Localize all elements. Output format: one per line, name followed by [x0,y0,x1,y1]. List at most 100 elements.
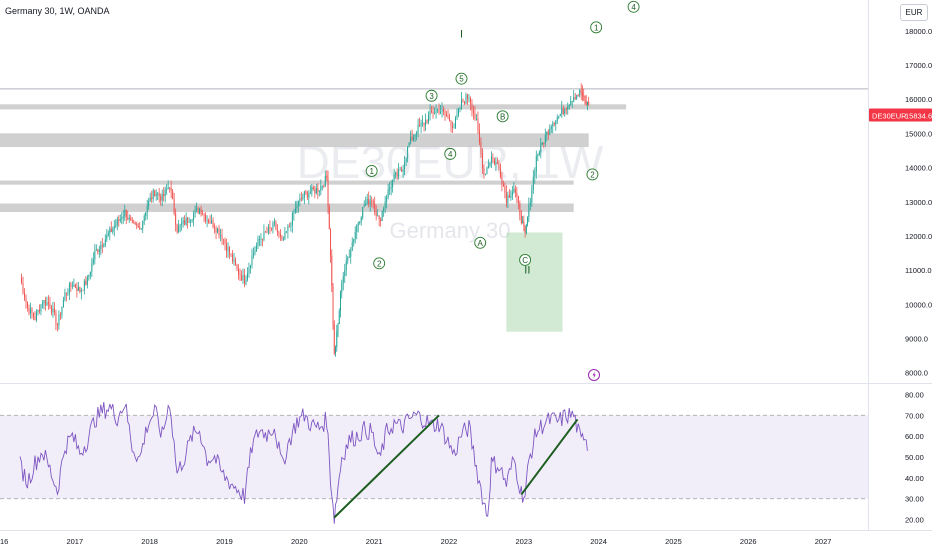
candle-body [581,92,583,96]
candle-body [369,200,371,205]
candle-body [211,220,213,224]
candle-body [104,239,106,245]
candle-body [52,308,54,313]
time-tick-label: 2017 [66,537,83,546]
candle-body [465,95,467,104]
candle-body [492,157,494,159]
candle-body [70,283,72,287]
candle-body [471,103,473,111]
candle-body [431,110,433,112]
candle-body [438,109,440,113]
candle-body [32,313,34,317]
candle-body [115,224,117,227]
candle-body [517,196,519,204]
candle-body [242,274,244,281]
candle-body [328,207,330,229]
candle-body [94,250,96,260]
wave-degree-label: II [524,265,530,277]
candle-body [299,198,301,201]
candle-body [229,247,231,254]
symbol-header[interactable]: Germany 30, 1W, OANDA [5,6,110,16]
wave-label-text: 4 [448,150,453,159]
rsi-tick-label: 20.00 [905,516,924,525]
candle-body [188,222,190,224]
candle-body [179,224,181,226]
candle-body [291,213,293,226]
candle-body [527,217,529,225]
candle-body [308,194,310,198]
candle-body [128,217,130,220]
candle-body [152,190,154,200]
candle-body [233,259,235,262]
candle-body [374,204,376,213]
candle-body [437,109,439,111]
candle-body [167,187,169,190]
candle-body [264,231,266,233]
price-tick-label: 17000.0 [905,61,932,70]
candle-body [190,220,192,223]
candle-body [34,316,36,320]
candle-body [232,254,234,262]
candle-body [422,122,424,124]
candle-body [155,194,157,196]
candle-body [139,227,141,229]
candle-body [161,193,163,201]
candle-body [240,275,242,281]
candle-body [261,238,263,241]
candle-body [449,117,451,122]
candle-body [435,110,437,113]
candle-body [393,174,395,181]
candle-body [248,267,250,274]
candle-body [365,203,367,206]
candle-body [41,303,43,305]
candle-body [121,218,123,220]
price-tick-label: 9000.0 [905,335,928,344]
candle-body [457,108,459,115]
candle-body [119,218,121,221]
candle-body [345,260,347,271]
candle-body [172,190,174,199]
candle-body [399,169,401,171]
candle-body [217,228,219,233]
candle-body [257,239,259,246]
candle-body [255,245,257,251]
candle-body [314,189,316,194]
candle-body [134,222,136,224]
candle-body [50,307,52,313]
candle-body [47,302,49,304]
candle-body [371,200,373,202]
alert-icon[interactable] [588,369,600,381]
candle-body [267,227,269,233]
candle-body [29,308,31,314]
price-tick-label: 15000.0 [905,129,932,138]
candle-body [181,223,183,225]
price-zone [0,180,574,185]
candle-body [378,215,380,220]
candle-body [571,101,573,103]
wave-label-text: 1 [369,167,374,176]
candle-body [402,169,404,172]
candle-body [498,164,500,168]
candle-body [414,134,416,137]
candle-body [91,263,93,272]
wave-label-text: 2 [377,259,382,268]
candle-body [451,126,454,128]
candle-body [568,105,570,108]
candle-body [357,223,359,226]
wave-degree-label: I [460,29,463,41]
time-tick-label: 2023 [515,537,532,546]
candle-body [79,286,81,292]
candle-body [157,193,159,195]
candle-body [118,219,120,221]
candle-body [38,309,40,312]
candle-body [212,220,214,228]
candle-body [565,109,567,111]
candle-body [362,207,364,218]
candle-body [88,275,90,277]
currency-button[interactable]: EUR [900,4,928,21]
candle-body [340,292,342,311]
candle-body [142,221,144,229]
rsi-tick-label: 30.00 [905,495,924,504]
candle-body [148,200,150,207]
wave-label-circle [373,257,386,270]
